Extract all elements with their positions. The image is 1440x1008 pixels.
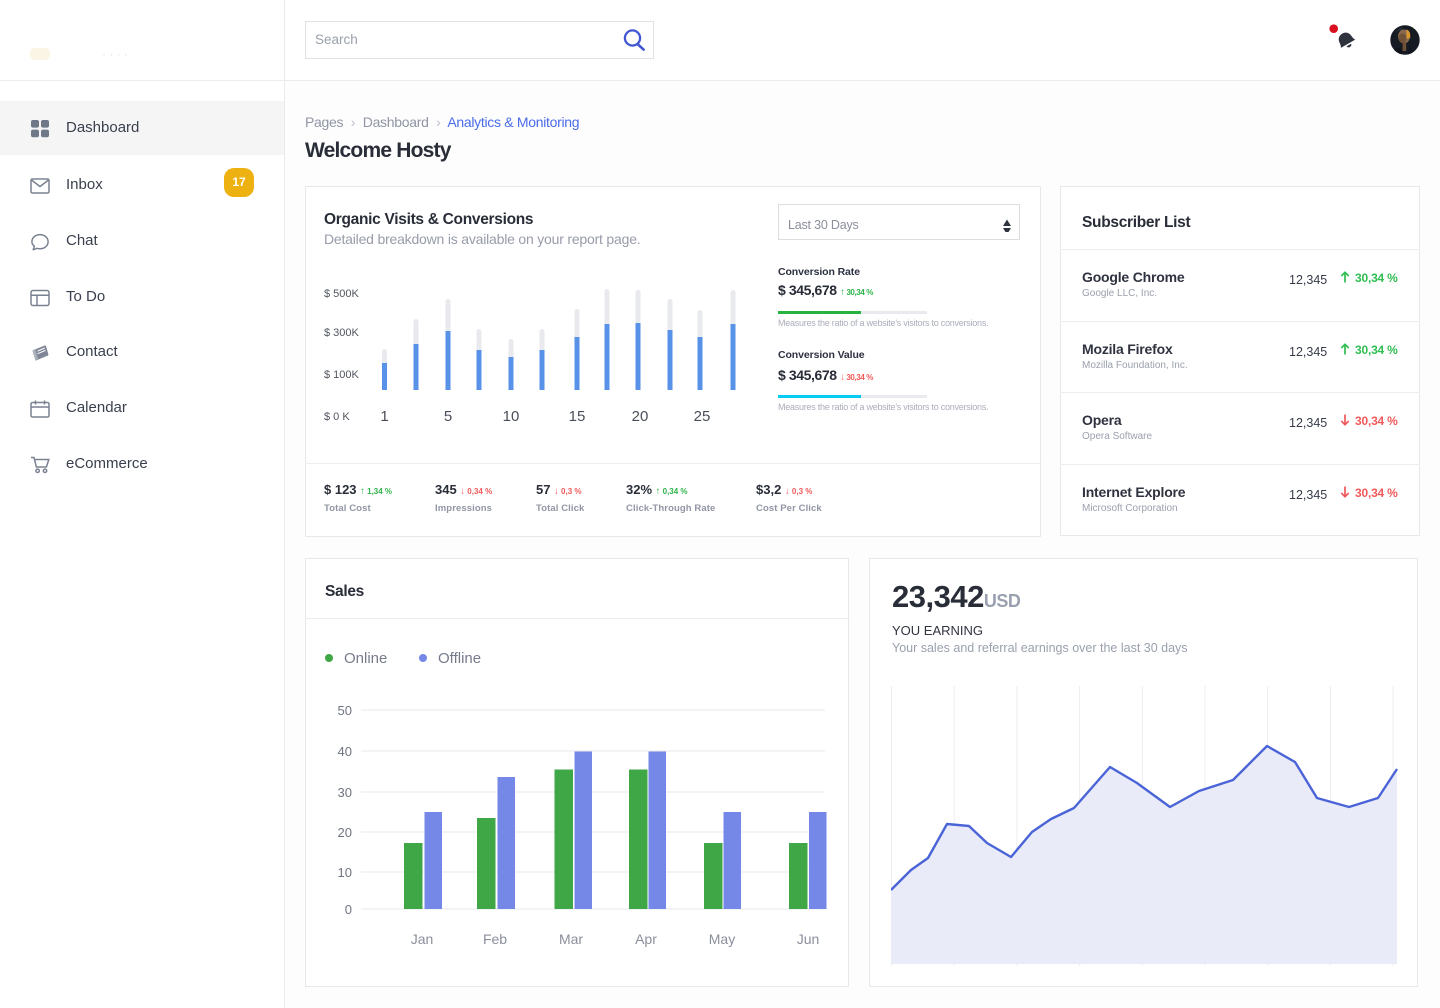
svg-text:50: 50 — [338, 703, 352, 718]
svg-text:Mar: Mar — [559, 931, 583, 947]
svg-text:Jun: Jun — [797, 931, 820, 947]
svg-text:40: 40 — [338, 744, 352, 759]
svg-text:Jan: Jan — [411, 931, 434, 947]
svg-text:May: May — [709, 931, 735, 947]
svg-text:20: 20 — [338, 825, 352, 840]
svg-text:$ 300K: $ 300K — [324, 327, 360, 339]
svg-text:$ 500K: $ 500K — [324, 288, 360, 300]
svg-text:Apr: Apr — [635, 931, 657, 947]
svg-text:10: 10 — [503, 408, 520, 425]
svg-text:0: 0 — [345, 902, 352, 917]
svg-text:30: 30 — [338, 785, 352, 800]
svg-text:15: 15 — [569, 408, 586, 425]
svg-text:5: 5 — [444, 408, 452, 425]
svg-text:$ 100K: $ 100K — [324, 369, 360, 381]
svg-text:Feb: Feb — [483, 931, 507, 947]
svg-text:20: 20 — [632, 408, 649, 425]
svg-text:10: 10 — [338, 865, 352, 880]
svg-text:1: 1 — [380, 408, 388, 425]
svg-text:$ 0 K: $ 0 K — [324, 411, 350, 423]
svg-text:25: 25 — [694, 408, 711, 425]
